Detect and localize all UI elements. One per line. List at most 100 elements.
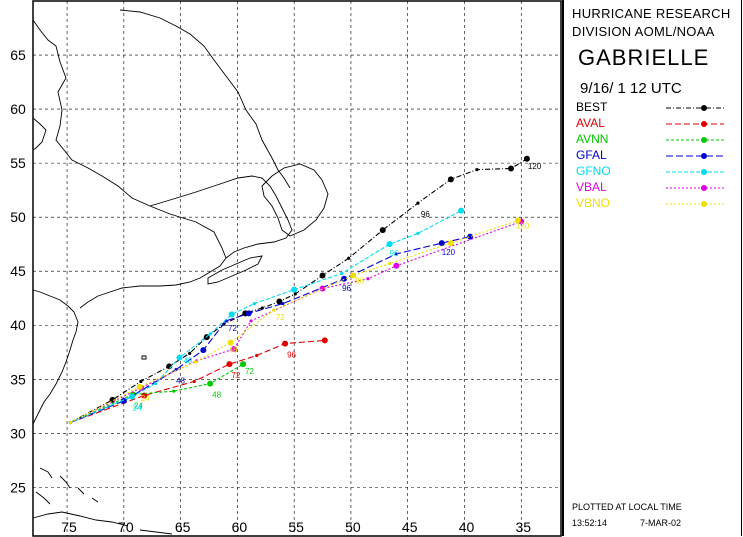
legend-item-vbal: VBAL [572, 180, 737, 196]
track-point [341, 275, 348, 282]
y-tick-label: 35 [10, 371, 26, 387]
track-point [514, 217, 521, 224]
forecast-hour-label: 72 [276, 313, 285, 322]
track-point [394, 252, 398, 256]
forecast-hour-label: 24 [133, 404, 142, 413]
forecast-hour-label: 96 [342, 284, 351, 293]
track-vbno: 24 48 72 96 120 [68, 217, 530, 425]
legend-label: AVNN [576, 132, 609, 146]
x-tick-label: 75 [61, 519, 77, 535]
track-point [208, 332, 212, 336]
forecast-hour-label: 96 [355, 277, 364, 286]
info-panel: HURRICANE RESEARCH DIVISION AOML/NOAA GA… [562, 0, 742, 536]
hudson-bay-coast [32, 117, 47, 151]
caribbean-coast [32, 511, 173, 535]
track-point [458, 207, 465, 214]
track-point [176, 354, 183, 361]
forecast-hour-label: 48 [229, 346, 238, 355]
track-line [70, 158, 528, 423]
track-line [70, 363, 244, 424]
legend-label: VBAL [576, 180, 607, 194]
legend-label: AVAL [576, 116, 605, 130]
plotted-note: PLOTTED AT LOCAL TIME [572, 502, 682, 512]
x-tick-label: 70 [118, 519, 134, 535]
forecast-hour-label: 24 [134, 401, 143, 410]
track-point [379, 227, 386, 234]
org-line-2: DIVISION AOML/NOAA [572, 24, 715, 39]
track-point [192, 379, 196, 384]
track-point [321, 337, 328, 344]
track-point [272, 308, 276, 312]
x-tick-label: 40 [459, 519, 475, 535]
track-point [386, 241, 393, 248]
legend-label: BEST [576, 100, 608, 114]
track-gfal: 48 72 96 120 [68, 233, 474, 425]
track-point [393, 262, 400, 269]
track-point [416, 231, 420, 235]
track-point [340, 271, 344, 275]
y-tick-label: 40 [10, 317, 26, 333]
track-aval: 72 96 [68, 337, 328, 425]
gulf-st-lawrence-coast [149, 175, 293, 259]
legend-swatch [666, 137, 724, 143]
track-point [467, 233, 474, 240]
track-point [276, 298, 283, 305]
y-tick-label: 45 [10, 263, 26, 279]
storm-name: GABRIELLE [578, 45, 710, 70]
y-tick-label: 25 [10, 479, 26, 495]
track-point [387, 262, 392, 266]
legend-swatch [666, 121, 724, 127]
track-point [319, 272, 326, 279]
track-point [447, 240, 454, 247]
legend-item-gfno: GFNO [572, 164, 737, 180]
org-line-1: HURRICANE RESEARCH [572, 6, 731, 21]
forecast-hour-label: 96 [421, 210, 430, 219]
track-point [139, 379, 143, 384]
legend-swatch [666, 153, 724, 159]
track-point [207, 380, 214, 387]
track-gfno: 24 48 96 [68, 207, 465, 425]
track-point [252, 302, 257, 306]
track-point [230, 346, 237, 353]
forecast-hour-label: 72 [231, 371, 240, 380]
legend-swatch [666, 201, 724, 207]
forecast-hour-label: 120 [528, 162, 542, 171]
forecast-hour-label: 24 [141, 394, 150, 403]
track-point [366, 277, 370, 281]
plot-frame [32, 0, 562, 537]
tick-labels: 75 70 65 60 55 50 45 40 35 25 30 35 40 45 50 55 60 65 [10, 47, 531, 535]
legend-item-gfal: GFAL [572, 148, 737, 164]
y-tick-label: 30 [10, 425, 26, 441]
track-point [508, 165, 515, 172]
x-tick-label: 60 [232, 519, 248, 535]
legend-label: GFAL [576, 148, 607, 162]
track-point [200, 347, 207, 354]
track-point [293, 292, 297, 296]
forecast-datetime: 9/16/ 1 12 UTC [580, 80, 682, 97]
y-tick-label: 55 [10, 155, 26, 171]
legend-item-best: BEST [572, 100, 737, 116]
north-america-coastline-2 [32, 19, 227, 309]
x-tick-label: 55 [288, 519, 304, 535]
y-tick-label: 60 [10, 101, 26, 117]
track-point [282, 340, 289, 347]
track-point [245, 310, 252, 317]
track-point [228, 311, 235, 318]
forecast-hour-label: 72 [228, 324, 237, 333]
track-avnn: 24 48 72 [68, 361, 255, 425]
north-america-coastline [32, 289, 79, 425]
track-point [350, 272, 357, 279]
legend-swatch [666, 105, 724, 111]
track-point [154, 382, 158, 386]
legend-swatch [666, 169, 724, 175]
plot-time: 13:52:14 [572, 518, 608, 528]
bahamas-islands [35, 467, 99, 505]
plot-date: 7-MAR-02 [640, 518, 682, 528]
y-tick-label: 65 [10, 47, 26, 63]
newfoundland-coast [261, 163, 329, 237]
track-point [128, 393, 135, 400]
track-point [523, 155, 530, 162]
legend-label: GFNO [576, 164, 611, 178]
track-point [188, 351, 192, 355]
